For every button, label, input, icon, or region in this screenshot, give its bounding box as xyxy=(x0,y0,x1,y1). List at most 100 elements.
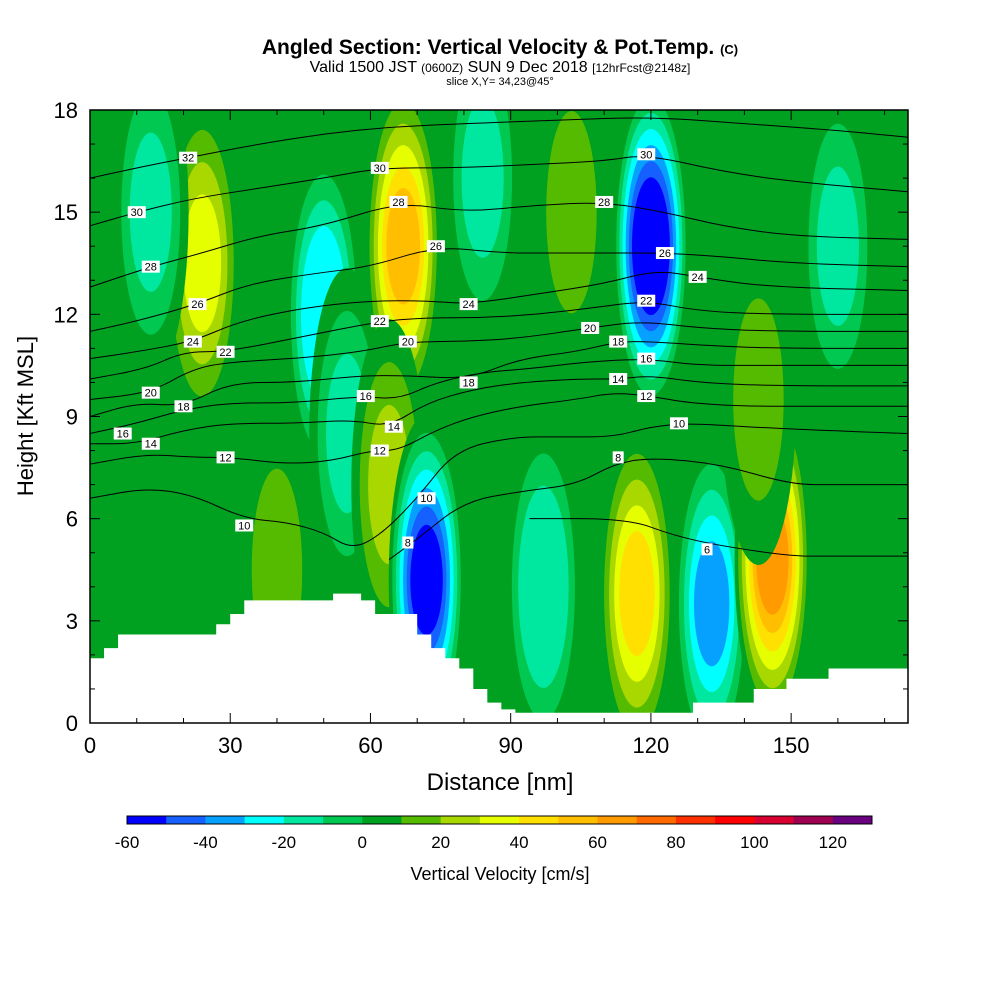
colorbar-segment xyxy=(793,816,834,824)
isentrope-32 xyxy=(90,117,908,179)
terrain-mask xyxy=(90,593,908,723)
isentrope-label: 18 xyxy=(609,335,628,349)
velocity-cell xyxy=(183,194,222,333)
label-bg xyxy=(701,543,713,556)
isentrope-label: 16 xyxy=(356,390,375,403)
isentrope-28 xyxy=(90,202,908,288)
isentrope-label: 12 xyxy=(370,444,389,458)
label-text: 8 xyxy=(615,452,621,464)
label-bg xyxy=(188,298,207,311)
isentrope-label: 28 xyxy=(595,195,614,209)
label-text: 26 xyxy=(191,299,203,311)
label-text: 30 xyxy=(131,207,143,219)
isentrope-labels: 3230282624222018161412103028262220161412… xyxy=(113,148,713,556)
isentrope-label: 18 xyxy=(459,376,478,389)
isentrope-label: 10 xyxy=(235,519,254,532)
x-tick-label: 120 xyxy=(633,733,670,758)
colorbar-segment xyxy=(519,816,559,824)
label-bg xyxy=(141,437,160,450)
colorbar-segment xyxy=(205,816,246,824)
label-text: 26 xyxy=(659,248,671,260)
label-text: 14 xyxy=(612,374,624,386)
y-axis-label: Height [Kft MSL] xyxy=(13,336,38,496)
velocity-cell xyxy=(694,541,730,667)
isentrope-label: 30 xyxy=(127,206,146,219)
velocity-cell xyxy=(524,517,563,656)
label-bg xyxy=(141,260,160,273)
y-tick-label: 15 xyxy=(54,200,78,225)
isentrope-14 xyxy=(90,376,908,445)
colorbar-tick-label: -60 xyxy=(115,833,140,852)
label-bg xyxy=(113,427,132,440)
y-tick-label: 6 xyxy=(66,507,78,532)
label-bg xyxy=(370,315,389,328)
label-text: 18 xyxy=(177,401,189,413)
label-text: 8 xyxy=(405,538,411,550)
label-text: 12 xyxy=(640,391,652,403)
label-bg xyxy=(235,519,254,532)
isentrope-label: 14 xyxy=(141,437,160,451)
isentrope-label: 8 xyxy=(612,451,624,464)
label-text: 16 xyxy=(360,391,372,403)
isentrope-label: 22 xyxy=(216,345,235,359)
colorbar-segment xyxy=(440,816,481,824)
label-text: 10 xyxy=(238,520,250,532)
label-bg xyxy=(655,247,674,260)
isentrope-6 xyxy=(529,518,908,557)
label-text: 28 xyxy=(598,197,610,209)
y-tick-label: 18 xyxy=(54,98,78,123)
label-bg xyxy=(216,451,235,464)
x-tick-label: 90 xyxy=(498,733,522,758)
label-bg xyxy=(612,451,624,464)
valid-utc: (0600Z) xyxy=(421,61,464,75)
label-text: 12 xyxy=(219,452,231,464)
slice-info: slice X,Y= 34,23@45° xyxy=(446,76,554,88)
label-bg xyxy=(384,420,403,433)
colorbar-tick-label: 100 xyxy=(740,833,768,852)
isentrope-label: 10 xyxy=(669,417,688,430)
label-text: 16 xyxy=(117,429,129,441)
isentrope-label: 26 xyxy=(426,240,445,253)
isentrope-8 xyxy=(388,458,908,560)
colorbar-segment xyxy=(479,816,520,824)
y-tick-label: 9 xyxy=(66,405,78,430)
x-tick-label: 0 xyxy=(84,733,96,758)
label-bg xyxy=(609,373,628,386)
isentrope-label: 32 xyxy=(179,151,198,165)
y-tick-label: 12 xyxy=(54,302,78,327)
terrain xyxy=(90,593,908,723)
isentrope-label: 26 xyxy=(655,247,674,260)
label-bg xyxy=(174,400,193,413)
velocity-cell xyxy=(461,110,504,258)
label-text: 22 xyxy=(219,347,231,359)
isentrope-20 xyxy=(90,322,908,400)
label-text: 24 xyxy=(187,337,199,349)
label-text: 14 xyxy=(145,439,157,451)
isentrope-label: 26 xyxy=(188,298,207,311)
velocity-cell xyxy=(619,531,655,657)
label-text: 28 xyxy=(392,197,404,209)
colorbar-segment xyxy=(362,816,402,824)
isentrope-label: 28 xyxy=(389,195,408,209)
label-text: 22 xyxy=(374,316,386,328)
label-text: 20 xyxy=(402,337,414,349)
colorbar-frame xyxy=(126,815,873,825)
valid-time: Valid 1500 JST xyxy=(309,59,417,76)
isentrope-26 xyxy=(90,248,908,332)
label-text: 16 xyxy=(640,354,652,366)
isentrope-label: 12 xyxy=(216,451,235,464)
label-bg xyxy=(595,195,614,208)
label-text: 12 xyxy=(374,446,386,458)
label-text: 14 xyxy=(388,422,400,434)
label-bg xyxy=(370,161,389,174)
label-bg xyxy=(637,294,656,307)
x-tick-label: 30 xyxy=(218,733,242,758)
isentrope-label: 14 xyxy=(384,420,403,434)
isentrope-label: 8 xyxy=(402,536,414,550)
colorbar-tick-label: 80 xyxy=(666,833,685,852)
label-bg xyxy=(417,492,436,505)
isentrope-label: 20 xyxy=(398,335,417,349)
label-bg xyxy=(356,390,375,403)
isentrope-label: 16 xyxy=(113,427,132,441)
label-bg xyxy=(581,321,600,334)
